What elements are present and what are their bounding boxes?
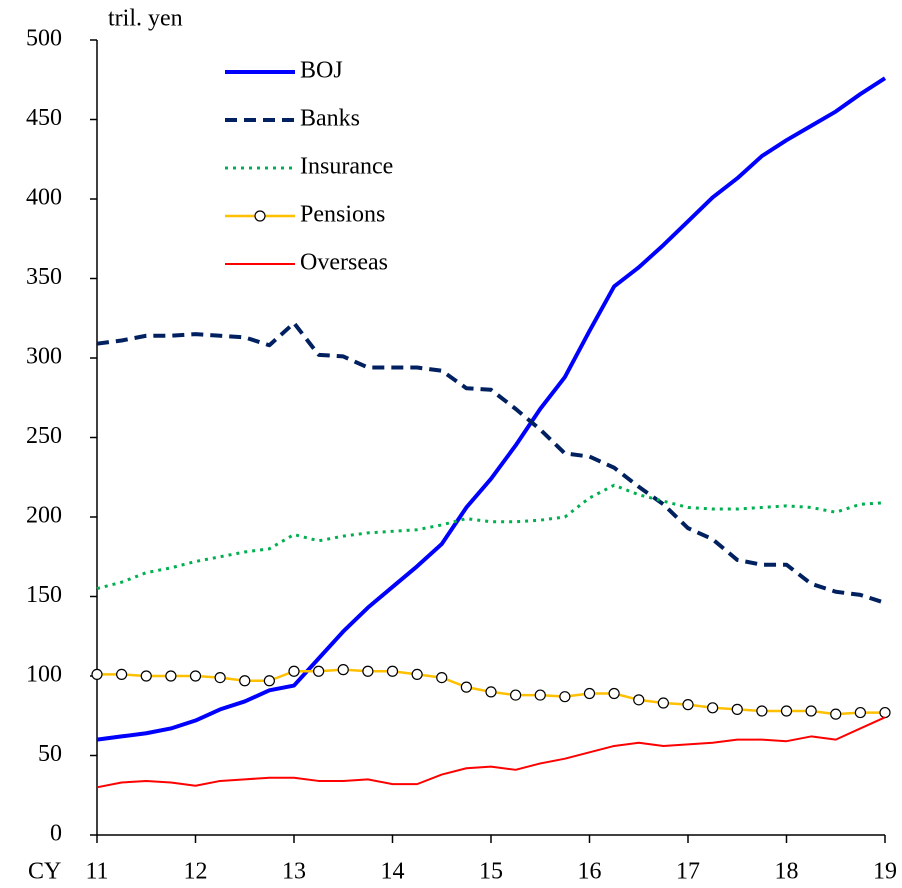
legend-label: Banks — [300, 106, 360, 132]
point — [337, 664, 349, 676]
legend-label: Insurance — [300, 154, 393, 180]
point — [633, 694, 645, 706]
y-tick-label: 0 — [50, 821, 62, 847]
legend-label: Pensions — [300, 202, 385, 228]
legend-label: BOJ — [300, 58, 343, 84]
point — [313, 665, 325, 677]
point — [608, 687, 620, 700]
x-tick-label: 18 — [775, 859, 799, 885]
y-tick-label: 450 — [26, 105, 62, 131]
y-tick-label: 400 — [26, 185, 62, 211]
legend-label: Overseas — [300, 250, 388, 276]
point — [165, 670, 177, 682]
x-tick-label: 19 — [873, 859, 897, 885]
y-tick-label: 300 — [26, 344, 62, 370]
x-tick-label: 16 — [578, 859, 602, 885]
point — [140, 670, 152, 682]
x-tick-label: 17 — [676, 859, 700, 885]
point — [214, 671, 226, 684]
point — [411, 668, 423, 681]
point — [559, 691, 571, 703]
point — [830, 708, 842, 720]
x-axis-label: CY — [28, 859, 61, 885]
point — [780, 705, 793, 717]
point — [436, 671, 448, 684]
point — [116, 668, 128, 681]
point — [485, 686, 497, 698]
y-tick-label: 350 — [26, 264, 62, 290]
point — [805, 705, 817, 717]
x-tick-label: 13 — [282, 859, 306, 885]
point — [263, 675, 275, 687]
x-tick-label: 15 — [479, 859, 503, 885]
point — [854, 706, 866, 719]
point — [510, 689, 522, 701]
y-tick-label: 500 — [26, 26, 62, 52]
point — [288, 665, 300, 677]
y-tick-label: 200 — [26, 503, 62, 529]
y-tick-label: 250 — [26, 423, 62, 449]
point — [386, 665, 399, 677]
line — [96, 716, 886, 789]
y-axis-label: tril. yen — [108, 6, 183, 32]
line — [96, 483, 886, 591]
legend-marker — [254, 210, 266, 222]
line — [96, 76, 887, 742]
point — [534, 689, 546, 701]
point — [460, 681, 472, 693]
y-tick-label: 50 — [38, 741, 62, 767]
point — [731, 703, 743, 715]
point — [91, 668, 103, 681]
point — [707, 702, 719, 714]
x-tick-label: 14 — [381, 859, 405, 885]
x-tick-label: 11 — [85, 859, 108, 885]
point — [756, 705, 768, 717]
point — [362, 665, 374, 677]
y-tick-label: 100 — [26, 662, 62, 688]
point — [657, 697, 669, 709]
point — [879, 706, 891, 719]
point — [239, 675, 251, 687]
line — [96, 321, 886, 605]
point — [682, 699, 694, 711]
x-tick-label: 12 — [184, 859, 208, 885]
y-tick-label: 150 — [26, 582, 62, 608]
point — [189, 670, 202, 682]
point — [583, 687, 596, 700]
